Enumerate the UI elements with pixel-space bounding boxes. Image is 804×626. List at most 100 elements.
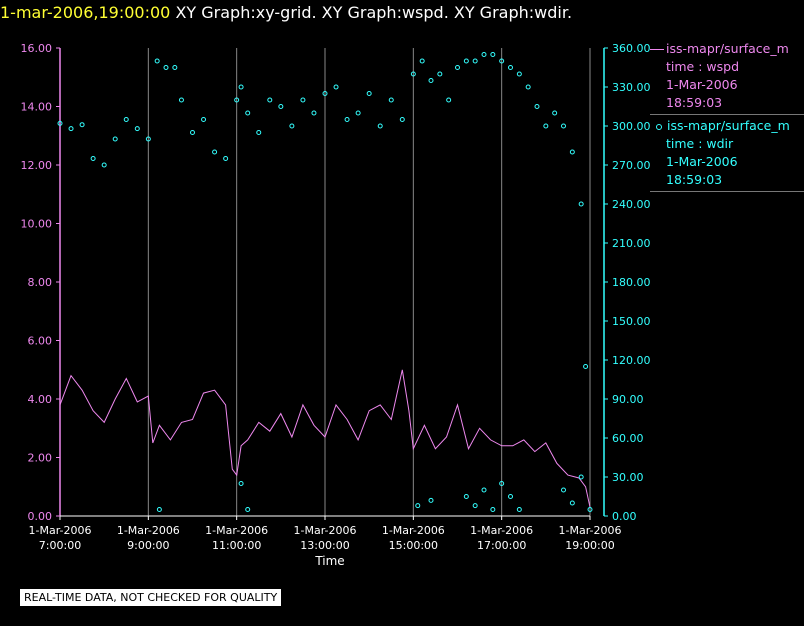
wdir-point xyxy=(163,65,169,70)
x-tick-date: 1-Mar-2006 xyxy=(294,524,357,537)
legend-separator xyxy=(650,114,804,115)
y-right-tick-label: 90.00 xyxy=(612,393,644,406)
y-left-tick-label: 6.00 xyxy=(28,335,53,348)
wdir-point xyxy=(123,117,129,122)
wdir-point xyxy=(490,52,496,57)
grid-lines xyxy=(147,48,591,516)
y-left-tick-label: 14.00 xyxy=(21,101,53,114)
header-timestamp: 1-mar-2006,19:00:00 xyxy=(0,3,171,22)
wdir-point xyxy=(481,487,487,493)
x-axis-label: Time xyxy=(315,554,345,568)
y-right-tick-label: 300.00 xyxy=(612,120,651,133)
header-titles: XY Graph:xy-grid. XY Graph:wspd. XY Grap… xyxy=(175,3,573,22)
legend-wdir-time: 18:59:03 xyxy=(666,172,723,187)
wdir-point xyxy=(223,156,229,161)
wdir-point xyxy=(437,71,443,77)
y-right-tick-label: 240.00 xyxy=(612,198,651,211)
wspd-series xyxy=(59,369,591,508)
legend-wdir-source: iss-mapr/surface_m xyxy=(650,117,804,135)
wdir-point xyxy=(201,117,207,122)
wdir-point xyxy=(154,58,160,64)
wdir-point xyxy=(90,156,96,161)
page-header: 1-mar-2006,19:00:00 XY Graph:xy-grid. XY… xyxy=(0,0,572,26)
wdir-point xyxy=(79,122,85,128)
wdir-point xyxy=(419,58,425,64)
y-left-tick-label: 4.00 xyxy=(28,393,53,406)
wdir-point xyxy=(238,84,244,90)
legend-wspd-time: 18:59:03 xyxy=(666,95,723,110)
wdir-point xyxy=(516,507,522,512)
wdir-point xyxy=(234,97,240,103)
wdir-point xyxy=(463,494,469,499)
wdir-point xyxy=(428,497,434,503)
wdir-point xyxy=(366,91,372,96)
wdir-point xyxy=(178,97,184,103)
wdir-point xyxy=(543,123,549,129)
wdir-point xyxy=(472,58,478,64)
y-right-tick-label: 0.00 xyxy=(612,510,637,523)
wdir-point xyxy=(68,126,74,132)
y-left-tick-label: 12.00 xyxy=(21,159,53,172)
wdir-point xyxy=(245,507,251,512)
wdir-point xyxy=(399,117,405,122)
x-tick-time: 7:00:00 xyxy=(39,539,81,552)
wdir-point xyxy=(333,84,339,90)
legend-wdir-date: 1-Mar-2006 xyxy=(666,154,738,169)
y-right-tick-label: 150.00 xyxy=(612,315,651,328)
wdir-point xyxy=(463,58,469,64)
wdir-point xyxy=(415,503,421,509)
wdir-point xyxy=(156,507,162,512)
wdir-point xyxy=(322,91,328,96)
y-right-tick-label: 210.00 xyxy=(612,237,651,250)
wdir-point xyxy=(134,126,140,132)
wdir-point xyxy=(145,136,151,142)
x-tick-time: 17:00:00 xyxy=(477,539,526,552)
wdir-series xyxy=(57,52,593,512)
y-left-tick-label: 8.00 xyxy=(28,276,53,289)
wdir-point xyxy=(561,123,566,129)
wdir-point xyxy=(388,97,394,103)
y-right-tick-label: 360.00 xyxy=(612,42,651,55)
wdir-point xyxy=(534,104,540,109)
wdir-point xyxy=(355,110,361,116)
wdir-point xyxy=(112,136,118,142)
wdir-point xyxy=(446,97,452,103)
wdir-point xyxy=(578,474,584,480)
x-tick-date: 1-Mar-2006 xyxy=(559,524,622,537)
x-tick-date: 1-Mar-2006 xyxy=(470,524,533,537)
x-tick-date: 1-Mar-2006 xyxy=(29,524,92,537)
y-right-tick-label: 180.00 xyxy=(612,276,651,289)
wdir-point xyxy=(267,97,273,103)
tick-labels: 1-Mar-2006 7:00:00 1-Mar-2006 9:00:00 1-Mar-… xyxy=(21,42,651,552)
wdir-point xyxy=(101,162,107,168)
wdir-point xyxy=(569,500,575,506)
wdir-point xyxy=(190,130,195,135)
wdir-point xyxy=(490,507,496,512)
wdir-point xyxy=(552,110,558,116)
x-tick-date: 1-Mar-2006 xyxy=(382,524,445,537)
y-left-tick-label: 10.00 xyxy=(21,218,53,231)
legend-wspd-date: 1-Mar-2006 xyxy=(666,77,738,92)
y-right-tick-label: 270.00 xyxy=(612,159,651,172)
x-tick-time: 15:00:00 xyxy=(389,539,438,552)
wdir-point xyxy=(481,52,487,57)
wdir-point xyxy=(57,120,63,126)
wdir-point xyxy=(289,123,295,129)
wdir-point xyxy=(344,117,350,122)
wdir-point xyxy=(583,364,589,369)
wdir-point xyxy=(569,149,575,155)
y-left-tick-label: 2.00 xyxy=(28,452,53,465)
y-right-tick-label: 120.00 xyxy=(612,354,651,367)
wdir-point xyxy=(410,71,416,77)
wdir-point xyxy=(377,123,383,129)
wdir-point xyxy=(561,487,566,493)
wdir-point xyxy=(499,481,505,486)
wdir-point xyxy=(245,110,251,116)
wdir-point xyxy=(508,65,513,70)
y-right-tick-label: 330.00 xyxy=(612,81,651,94)
x-tick-date: 1-Mar-2006 xyxy=(205,524,268,537)
wdir-point xyxy=(525,84,531,90)
wdir-point xyxy=(278,104,284,109)
y-left-tick-label: 0.00 xyxy=(28,510,53,523)
